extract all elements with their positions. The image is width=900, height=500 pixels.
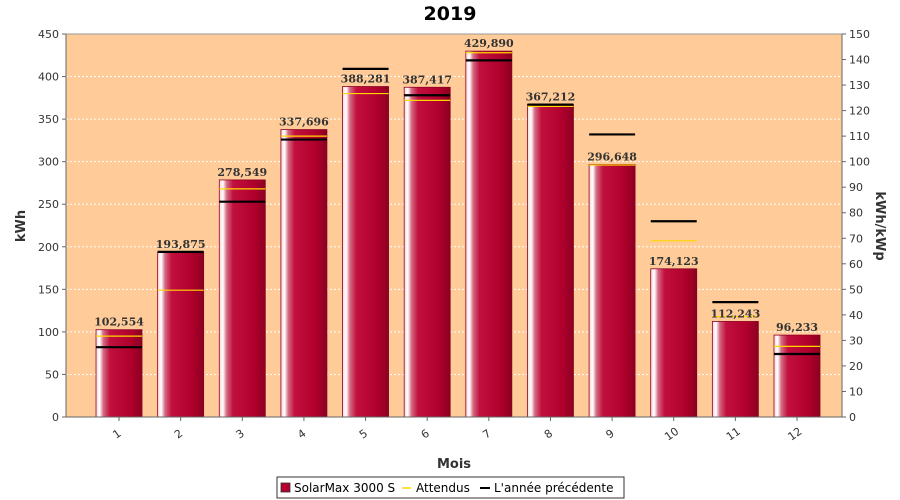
x-tick-label: 3 xyxy=(234,427,247,442)
y2-tick-label: 100 xyxy=(849,156,870,169)
y-tick-label: 0 xyxy=(52,411,59,424)
bar-value-label: 174,123 xyxy=(649,255,699,268)
x-tick-label: 5 xyxy=(357,427,370,442)
y-axis-title: kWh xyxy=(14,210,29,242)
bar-value-label: 296,648 xyxy=(587,151,637,164)
bar xyxy=(650,268,698,418)
bar-value-label: 112,243 xyxy=(710,307,760,320)
y-tick-label: 300 xyxy=(38,156,59,169)
bar xyxy=(157,251,205,418)
y-tick-label: 400 xyxy=(38,71,59,84)
x-tick-label: 1 xyxy=(110,427,123,442)
legend-box xyxy=(276,476,625,499)
legend-label-previous-year: L'année précédente xyxy=(494,481,613,495)
bar-value-label: 337,696 xyxy=(279,116,329,129)
legend-label-attendus: Attendus xyxy=(416,481,470,495)
bar xyxy=(773,334,821,418)
y2-tick-label: 40 xyxy=(849,309,863,322)
y2-tick-label: 0 xyxy=(849,411,856,424)
y-tick-label: 250 xyxy=(38,198,59,211)
x-axis-title: Mois xyxy=(437,457,471,472)
chart-title: 2019 xyxy=(424,3,477,25)
y2-tick-label: 140 xyxy=(849,54,870,67)
y-tick-label: 50 xyxy=(45,368,59,381)
bar-value-label: 388,281 xyxy=(341,73,391,86)
x-tick-label: 9 xyxy=(603,427,616,442)
x-tick-label: 7 xyxy=(480,427,493,442)
bar xyxy=(280,129,328,418)
bar xyxy=(711,321,759,418)
bar xyxy=(95,329,143,418)
y2-tick-label: 30 xyxy=(849,334,863,347)
y2-tick-label: 10 xyxy=(849,385,863,398)
y2-tick-label: 50 xyxy=(849,283,863,296)
y2-tick-label: 60 xyxy=(849,258,863,271)
x-tick-label: 10 xyxy=(662,425,681,444)
y2-tick-label: 80 xyxy=(849,207,863,220)
x-tick-label: 8 xyxy=(542,427,555,442)
bar xyxy=(218,179,266,418)
x-tick-label: 4 xyxy=(295,427,308,442)
x-tick-label: 12 xyxy=(786,425,805,444)
data-labels: 102,554 193,875 278,549 337,696 388,281 387,4… xyxy=(94,37,818,334)
bar-value-label: 429,890 xyxy=(464,37,514,50)
bar-value-label: 278,549 xyxy=(217,166,267,179)
legend: SolarMax 3000 S Attendus L'année précéde… xyxy=(276,476,625,499)
x-tick-label: 6 xyxy=(419,427,432,442)
y-tick-label: 450 xyxy=(38,28,59,41)
bar xyxy=(342,86,389,418)
y2-tick-label: 120 xyxy=(849,105,870,118)
bar-value-label: 102,554 xyxy=(94,316,144,329)
y2-tick-label: 90 xyxy=(849,181,863,194)
legend-label-solarmax: SolarMax 3000 S xyxy=(294,481,395,495)
bar xyxy=(588,164,636,418)
axes: 0 50 100 150 200 250 300 350 400 450 0 10 20 30 40 50 60… xyxy=(38,28,870,443)
y2-tick-label: 110 xyxy=(849,130,870,143)
y-tick-label: 350 xyxy=(38,113,59,126)
bar-value-label: 96,233 xyxy=(776,321,818,334)
bar xyxy=(465,50,513,418)
y2-tick-label: 70 xyxy=(849,232,863,245)
bar-value-label: 193,875 xyxy=(156,238,206,251)
legend-swatch-bar xyxy=(280,482,291,493)
y-tick-label: 150 xyxy=(38,283,59,296)
y2-axis-title: kWh/kWp xyxy=(872,191,887,260)
bar xyxy=(403,86,451,418)
marker-series xyxy=(96,52,820,356)
y-tick-label: 200 xyxy=(38,241,59,254)
bar xyxy=(527,104,574,418)
bar-value-label: 387,417 xyxy=(402,73,452,86)
y2-tick-label: 150 xyxy=(849,28,870,41)
bar-series xyxy=(95,50,821,418)
y2-tick-label: 130 xyxy=(849,79,870,92)
y2-tick-label: 20 xyxy=(849,360,863,373)
x-tick-label: 2 xyxy=(172,427,185,442)
y-tick-label: 100 xyxy=(38,326,59,339)
bar-value-label: 367,212 xyxy=(526,90,576,103)
x-tick-label: 11 xyxy=(724,425,743,444)
